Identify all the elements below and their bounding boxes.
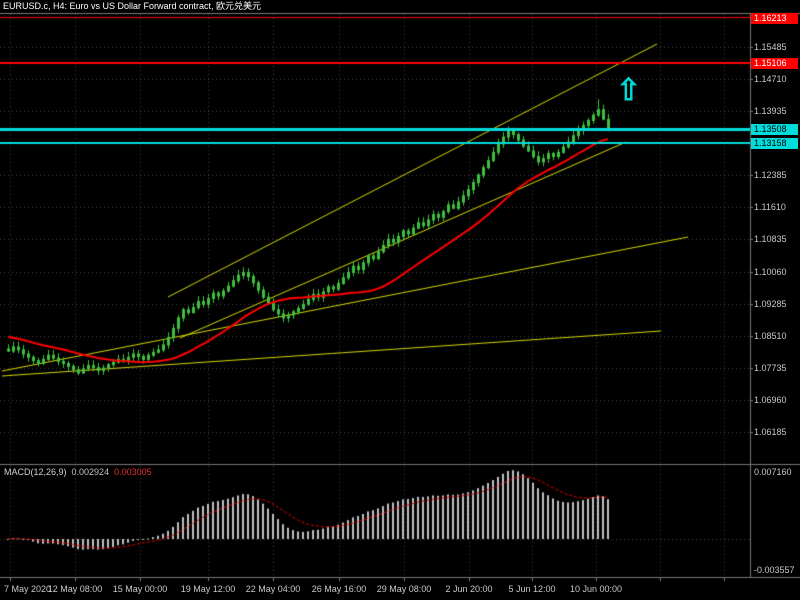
time-axis-label: 5 Jun 12:00 <box>508 584 556 594</box>
price-axis-label: 1.14710 <box>754 74 787 84</box>
macd-axis-max: 0.007160 <box>754 467 792 477</box>
price-line-badge: 1.13508 <box>751 124 798 135</box>
time-axis-label: 7 May 2020 <box>4 584 52 594</box>
price-axis-label: 1.07735 <box>754 363 787 373</box>
time-axis-label: 15 May 00:00 <box>112 584 168 594</box>
price-line-badge: 1.16213 <box>751 13 798 24</box>
price-axis-label: 1.10835 <box>754 234 787 244</box>
price-axis-label: 1.12385 <box>754 170 787 180</box>
chart-title: EURUSD.c, H4: Euro vs US Dollar Forward … <box>3 1 262 11</box>
chart-title-bar: EURUSD.c, H4: Euro vs US Dollar Forward … <box>0 0 800 13</box>
time-axis-label: 2 Jun 20:00 <box>445 584 493 594</box>
time-axis-label: 29 May 08:00 <box>376 584 432 594</box>
macd-main-value: 0.002924 <box>71 467 110 477</box>
up-arrow-icon[interactable]: ⇧ <box>616 74 642 107</box>
price-axis-label: 1.08510 <box>754 331 787 341</box>
time-axis-label: 22 May 04:00 <box>245 584 301 594</box>
price-axis-label: 1.11610 <box>754 202 786 212</box>
macd-label: MACD(12,26,9) <box>4 467 67 477</box>
time-axis-label: 12 May 08:00 <box>47 584 103 594</box>
price-axis-label: 1.13935 <box>754 106 787 116</box>
price-axis-label: 1.09285 <box>754 299 787 309</box>
time-axis-label: 19 May 12:00 <box>180 584 236 594</box>
time-axis-label: 10 Jun 00:00 <box>569 584 623 594</box>
price-axis-label: 1.06960 <box>754 395 787 405</box>
price-axis-label: 1.06185 <box>754 427 787 437</box>
macd-axis-min: -0.003557 <box>754 565 795 575</box>
price-line-badge: 1.13158 <box>751 138 798 149</box>
price-line-badge: 1.15106 <box>751 58 798 69</box>
price-axis-label: 1.15485 <box>754 42 787 52</box>
time-axis-label: 26 May 16:00 <box>311 584 367 594</box>
macd-signal-value: 0.003005 <box>114 467 152 477</box>
macd-indicator-label: MACD(12,26,9) 0.002924 0.003005 <box>4 467 152 478</box>
price-axis-label: 1.10060 <box>754 267 787 277</box>
